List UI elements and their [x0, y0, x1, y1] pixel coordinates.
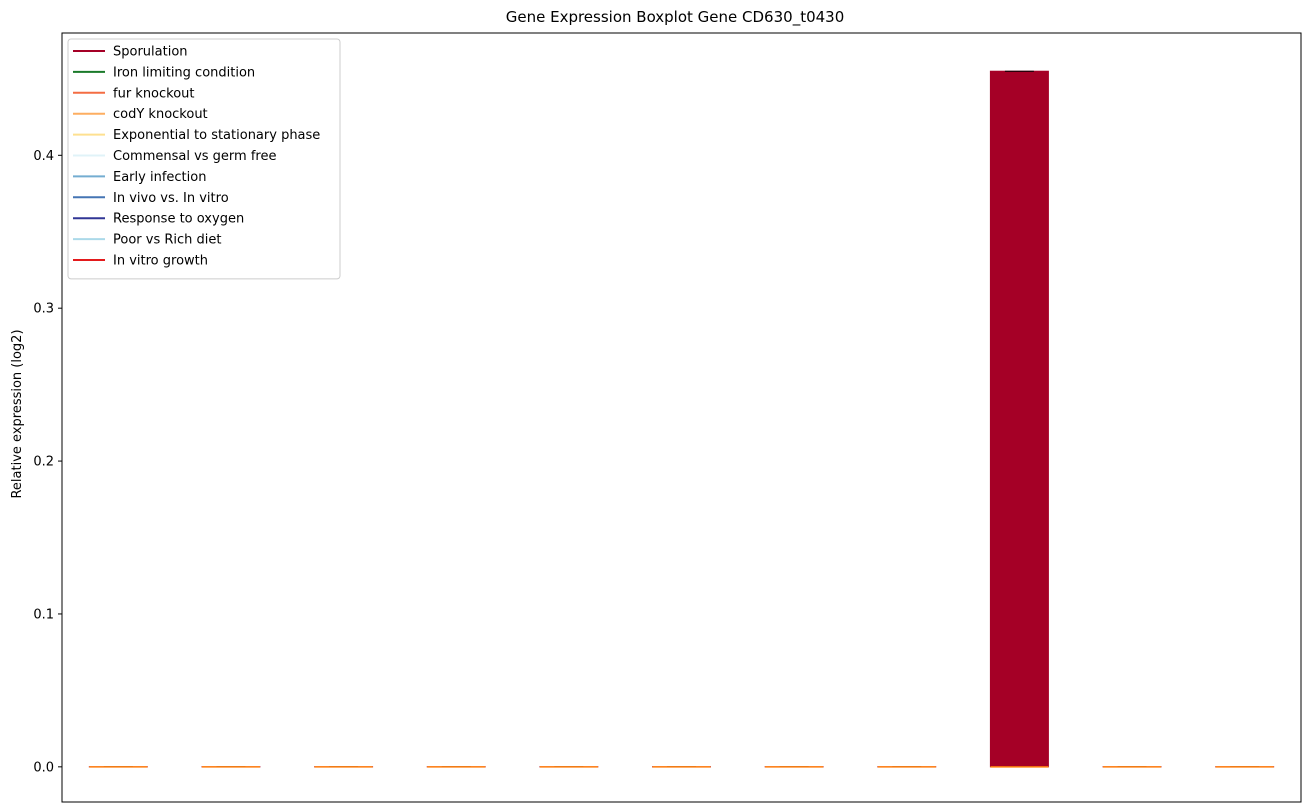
legend-entry: Sporulation — [73, 45, 188, 60]
y-tick-label: 0.2 — [33, 455, 54, 470]
box-body — [989, 70, 1049, 768]
legend-entry: In vitro growth — [73, 254, 208, 269]
boxes-group — [88, 70, 1275, 768]
legend-label: In vitro growth — [113, 254, 208, 269]
y-tick-label: 0.1 — [33, 607, 54, 622]
legend-label: codY knockout — [113, 107, 208, 122]
legend-entry: Early infection — [73, 170, 206, 185]
y-axis-label: Relative expression (log2) — [10, 329, 25, 498]
y-tick-label: 0.3 — [33, 302, 54, 317]
legend: Sporulation Iron limiting condition fur kn… — [67, 38, 341, 280]
plot-area-frame — [61, 32, 1302, 803]
legend-label: Sporulation — [113, 45, 188, 60]
legend-frame — [67, 38, 341, 280]
legend-entry: fur knockout — [73, 86, 195, 101]
box-9 — [989, 70, 1049, 768]
legend-entry: Poor vs Rich diet — [73, 233, 221, 248]
y-axis: 0.0 0.1 0.2 0.3 0.4 — [33, 149, 62, 775]
legend-entry: Response to oxygen — [73, 212, 244, 227]
legend-entry: In vivo vs. In vitro — [73, 191, 229, 206]
legend-label: fur knockout — [113, 86, 195, 101]
legend-label: In vivo vs. In vitro — [113, 191, 229, 206]
legend-label: Early infection — [113, 170, 206, 185]
legend-entry: Exponential to stationary phase — [73, 128, 320, 143]
legend-label: Exponential to stationary phase — [113, 128, 320, 143]
legend-label: Poor vs Rich diet — [113, 233, 221, 248]
chart-title: Gene Expression Boxplot Gene CD630_t0430 — [506, 8, 845, 27]
legend-label: Response to oxygen — [113, 212, 244, 227]
y-tick-label: 0.4 — [33, 149, 54, 164]
y-tick-label: 0.0 — [33, 760, 54, 775]
legend-entry: Commensal vs germ free — [73, 149, 276, 164]
legend-label: Commensal vs germ free — [113, 149, 276, 164]
legend-entry: codY knockout — [73, 107, 208, 122]
legend-entry: Iron limiting condition — [73, 65, 255, 80]
legend-label: Iron limiting condition — [113, 65, 255, 80]
